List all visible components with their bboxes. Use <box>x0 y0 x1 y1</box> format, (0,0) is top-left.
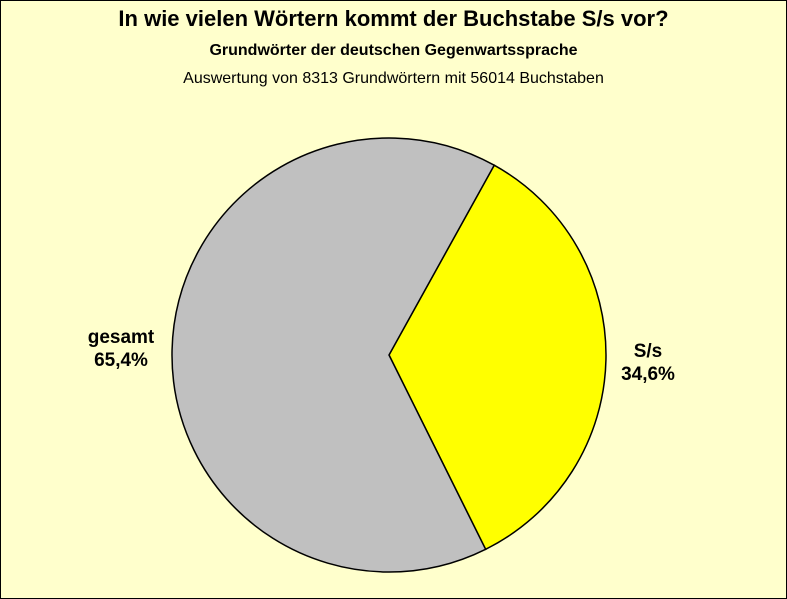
chart-subtitle-2: Auswertung von 8313 Grundwörtern mit 560… <box>183 70 604 87</box>
pie-slice-ss <box>388 164 607 551</box>
slice-label-gesamt: gesamt 65,4% <box>76 326 166 372</box>
slice-label-name: S/s <box>633 341 663 362</box>
chart-title: In wie vielen Wörtern kommt der Buchstab… <box>118 6 669 31</box>
slice-label-value: 34,6% <box>621 364 675 385</box>
slice-label-name: gesamt <box>87 327 155 348</box>
slice-label-s: S/s 34,6% <box>608 340 688 386</box>
pie-slice-gesamt <box>171 137 496 573</box>
chart-subtitle: Grundwörter der deutschen Gegenwartsspra… <box>209 42 578 59</box>
slice-label-value: 65,4% <box>94 350 148 371</box>
